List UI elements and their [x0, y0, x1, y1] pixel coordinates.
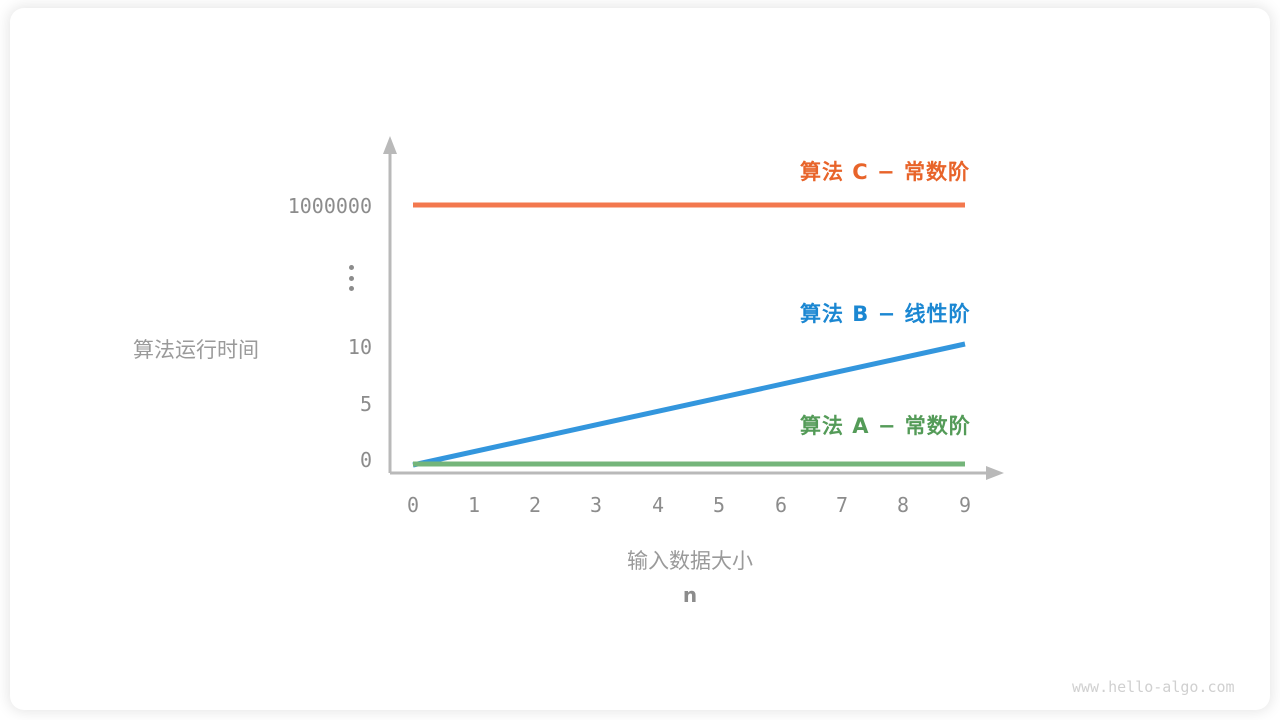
y-tick-label-0: 0 [359, 448, 372, 472]
x-tick-label-2: 2 [528, 493, 542, 517]
legend-label-algorithm-a: 算法 A − 常数阶 [800, 414, 971, 438]
x-tick-label-3: 3 [589, 493, 603, 517]
x-tick-label-4: 4 [651, 493, 665, 517]
y-tick-label-5: 5 [359, 392, 372, 416]
legend-label-algorithm-c: 算法 C − 常数阶 [800, 160, 970, 184]
y-tick-label-1000000: 1000000 [287, 194, 372, 218]
x-axis-title: 输入数据大小 [627, 549, 753, 573]
y-axis-arrow-icon [383, 136, 397, 154]
figure-card [10, 8, 1270, 710]
y-axis-title: 算法运行时间 [133, 338, 259, 362]
x-tick-label-8: 8 [896, 493, 910, 517]
x-tick-label-7: 7 [835, 493, 849, 517]
x-tick-label-0: 0 [406, 493, 420, 517]
series-line-algorithm-b [412, 341, 966, 468]
x-axis-title-variable: n [682, 583, 698, 607]
x-axis-arrow-icon [986, 466, 1004, 480]
watermark: www.hello-algo.com [1072, 678, 1235, 696]
y-tick-ellipsis-icon [349, 265, 354, 291]
x-tick-label-6: 6 [774, 493, 788, 517]
y-tick-label-10: 10 [347, 335, 372, 359]
x-tick-label-1: 1 [467, 493, 481, 517]
x-tick-label-5: 5 [712, 493, 726, 517]
x-tick-label-9: 9 [958, 493, 972, 517]
legend-label-algorithm-b: 算法 B − 线性阶 [800, 302, 971, 326]
